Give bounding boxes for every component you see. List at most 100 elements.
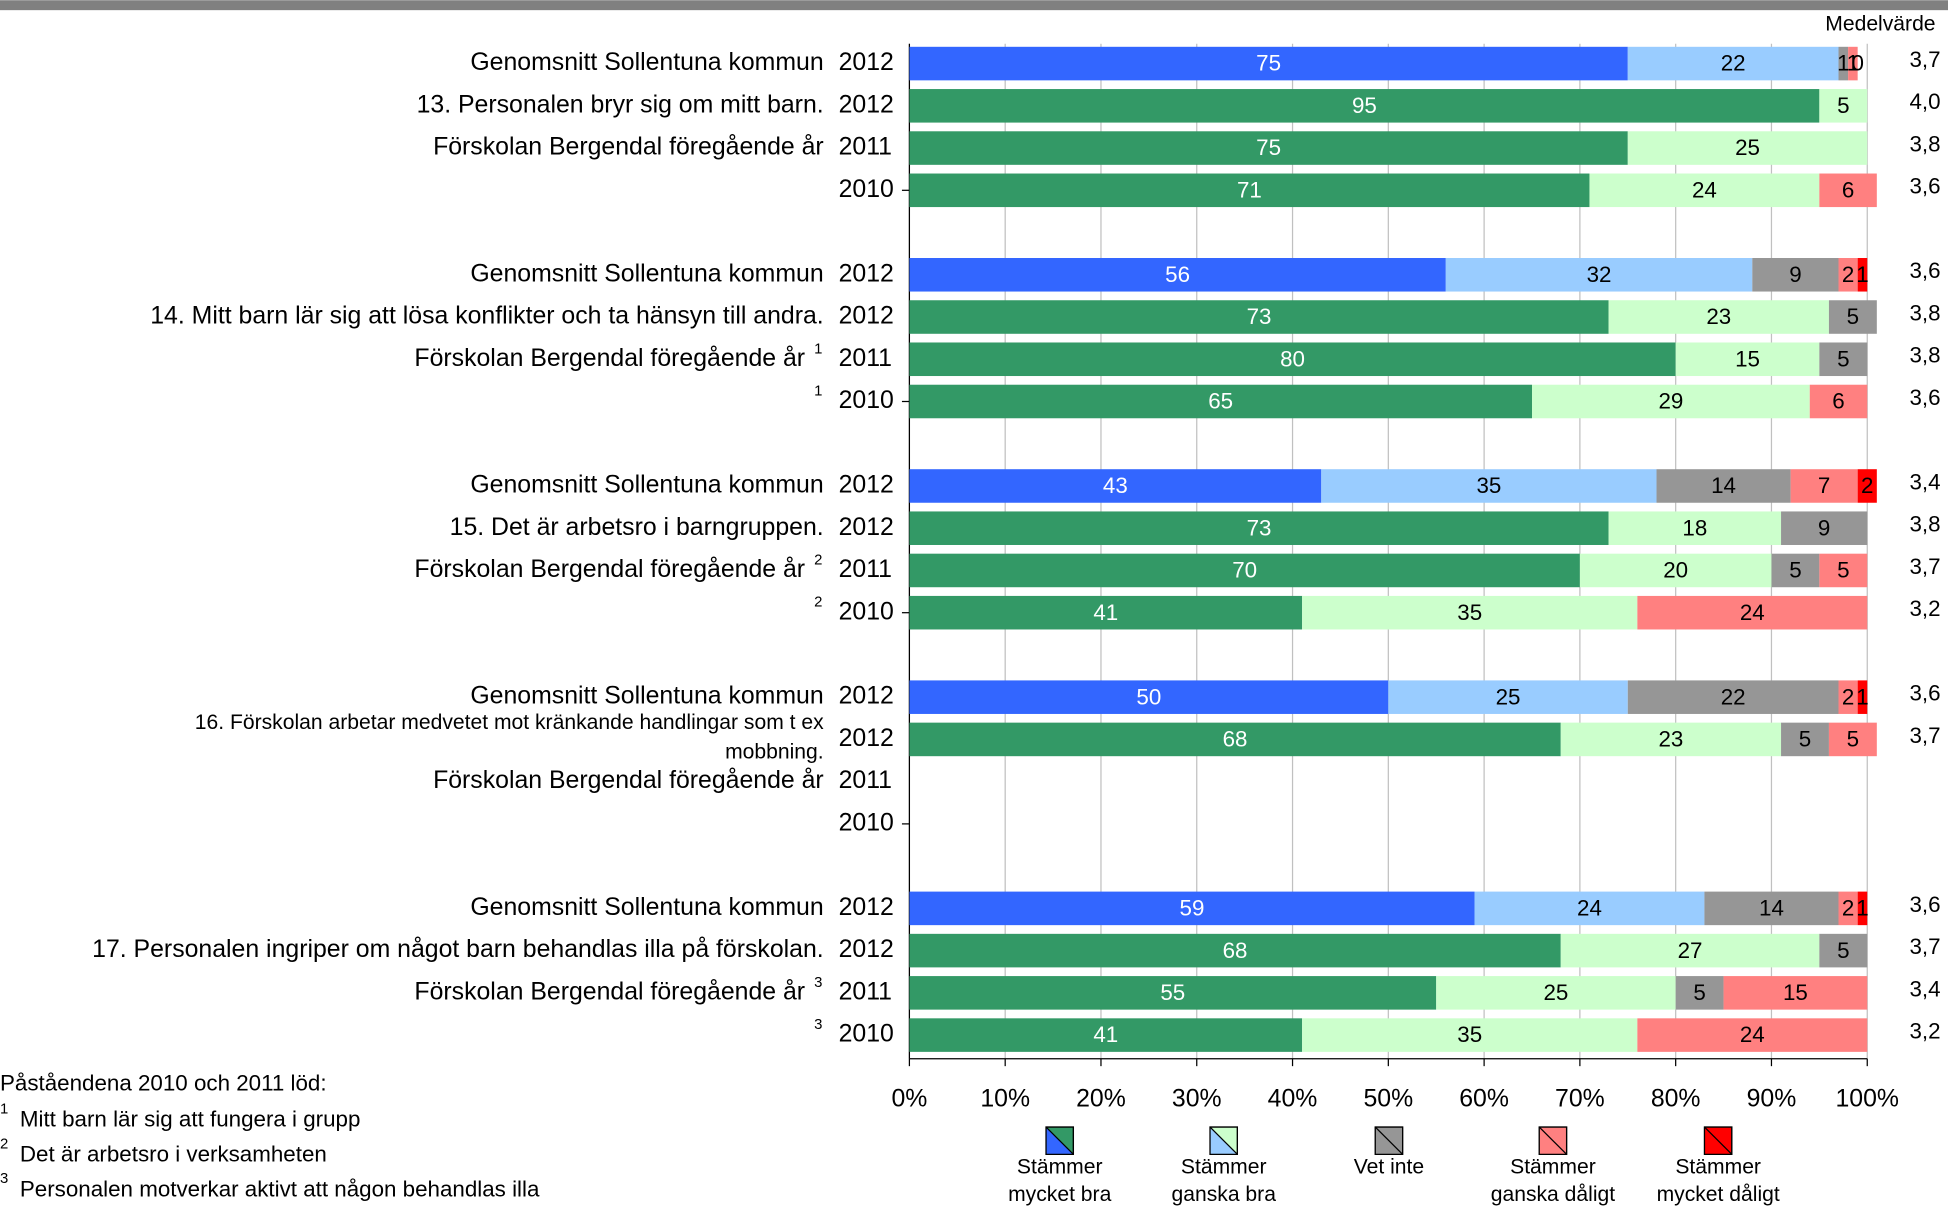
segment-label: 75 bbox=[1256, 135, 1281, 160]
row-label: 15. Det är arbetsro i barngruppen. bbox=[450, 514, 824, 541]
segment-label: 5 bbox=[1847, 727, 1859, 752]
mean-value: 3,7 bbox=[1909, 554, 1940, 579]
bar-segment bbox=[1608, 300, 1829, 334]
segment-label: 0 bbox=[1851, 51, 1863, 76]
segment-label: 43 bbox=[1103, 473, 1128, 498]
mean-value: 3,7 bbox=[1909, 47, 1940, 72]
segment-label: 5 bbox=[1837, 938, 1849, 963]
segment-label: 41 bbox=[1093, 600, 1118, 625]
year-label: 2010 bbox=[839, 598, 894, 625]
row-label: Genomsnitt Sollentuna kommun bbox=[470, 260, 823, 287]
segment-label: 50 bbox=[1136, 684, 1161, 709]
bar-segment bbox=[1828, 722, 1877, 757]
x-tick-label: 10% bbox=[980, 1085, 1030, 1112]
bar-segment bbox=[909, 1018, 1303, 1052]
legend-label: Stämmer bbox=[1181, 1156, 1267, 1179]
bar-segment bbox=[909, 342, 1676, 377]
segment-label: 25 bbox=[1735, 135, 1760, 160]
segment-label: 27 bbox=[1678, 938, 1703, 963]
footnote-text: Mitt barn lär sig att fungera i grupp bbox=[20, 1107, 361, 1132]
footnote-ref: 2 bbox=[814, 595, 822, 611]
segment-label: 23 bbox=[1706, 304, 1731, 329]
bar-segment bbox=[1857, 680, 1868, 714]
mean-value: 3,4 bbox=[1909, 469, 1940, 494]
legend-swatch bbox=[1374, 1126, 1404, 1155]
year-label: 2012 bbox=[839, 472, 894, 499]
bar-segment bbox=[1532, 384, 1810, 419]
bar-segment bbox=[1771, 553, 1820, 588]
bar-segment bbox=[909, 595, 1303, 630]
segment-label: 1 bbox=[1847, 51, 1859, 76]
legend-swatch bbox=[1209, 1126, 1238, 1155]
year-label: 2012 bbox=[839, 91, 894, 118]
legend-label: mycket dåligt bbox=[1657, 1183, 1780, 1206]
x-tick-label: 70% bbox=[1555, 1085, 1605, 1112]
x-tick-label: 100% bbox=[1835, 1085, 1899, 1112]
mean-value: 3,8 bbox=[1909, 512, 1940, 537]
segment-label: 14 bbox=[1759, 896, 1784, 921]
segment-label: 5 bbox=[1837, 558, 1849, 583]
bar-segment bbox=[1560, 722, 1782, 757]
segment-label: 2 bbox=[1842, 896, 1854, 921]
x-tick-label: 40% bbox=[1268, 1085, 1318, 1112]
legend-swatch bbox=[1538, 1126, 1568, 1155]
segment-label: 73 bbox=[1247, 304, 1272, 329]
legend-label: Stämmer bbox=[1510, 1156, 1596, 1179]
segment-label: 5 bbox=[1837, 346, 1849, 371]
segment-label: 20 bbox=[1663, 558, 1688, 583]
segment-label: 15 bbox=[1783, 980, 1808, 1005]
footnote-ref: 1 bbox=[814, 383, 822, 399]
segment-label: 95 bbox=[1352, 93, 1377, 118]
footnote-title: Påståendena 2010 och 2011 löd: bbox=[0, 1071, 327, 1096]
year-label: 2012 bbox=[839, 894, 894, 921]
bar-segment bbox=[1838, 680, 1858, 714]
legend-swatch bbox=[1045, 1126, 1074, 1155]
x-tick-label: 30% bbox=[1172, 1085, 1222, 1112]
year-label: 2011 bbox=[839, 556, 892, 583]
bar-segment bbox=[909, 722, 1561, 757]
mean-value: 4,0 bbox=[1909, 89, 1940, 114]
bar-segment bbox=[1627, 131, 1868, 165]
segment-label: 75 bbox=[1256, 51, 1281, 76]
bar-segment bbox=[1560, 933, 1820, 968]
bar-segment bbox=[1790, 469, 1858, 503]
bar-segment bbox=[1302, 1018, 1638, 1052]
segment-label: 5 bbox=[1837, 93, 1849, 118]
bar-segment bbox=[909, 469, 1322, 503]
segment-label: 7 bbox=[1818, 473, 1830, 498]
segment-label: 56 bbox=[1165, 262, 1190, 287]
mean-value: 3,4 bbox=[1909, 976, 1940, 1001]
bar-segment bbox=[909, 173, 1590, 208]
row-label: Genomsnitt Sollentuna kommun bbox=[470, 683, 823, 710]
bar-segment bbox=[1819, 173, 1877, 208]
footnote-mark: 2 bbox=[0, 1136, 8, 1152]
footnote-text: Det är arbetsro i verksamheten bbox=[20, 1142, 327, 1167]
segment-label: 1 bbox=[1856, 262, 1868, 287]
row-label: Förskolan Bergendal föregående år bbox=[433, 134, 824, 161]
legend-swatch bbox=[1538, 1126, 1568, 1155]
bar-segment bbox=[909, 258, 1446, 292]
bar-segment bbox=[1819, 553, 1868, 588]
x-tick-label: 50% bbox=[1363, 1085, 1413, 1112]
bar-segment bbox=[1608, 511, 1782, 545]
bar-segment bbox=[1752, 258, 1839, 292]
legend-swatch bbox=[1703, 1126, 1733, 1155]
segment-label: 70 bbox=[1232, 558, 1257, 583]
segment-label: 2 bbox=[1861, 473, 1873, 498]
bar-segment bbox=[1809, 384, 1868, 419]
segment-label: 35 bbox=[1457, 600, 1482, 625]
bar-segment bbox=[1838, 46, 1849, 81]
segment-label: 5 bbox=[1847, 304, 1859, 329]
segment-label: 68 bbox=[1223, 727, 1248, 752]
bar-segment bbox=[909, 89, 1820, 123]
year-label: 2012 bbox=[839, 49, 894, 76]
segment-label: 6 bbox=[1832, 389, 1844, 414]
bar-segment bbox=[909, 384, 1533, 419]
segment-label: 35 bbox=[1457, 1022, 1482, 1047]
mean-value: 3,6 bbox=[1909, 892, 1940, 917]
bar-segment bbox=[909, 131, 1628, 165]
legend-label: Stämmer bbox=[1675, 1156, 1761, 1179]
bar-segment bbox=[909, 511, 1609, 545]
bar-segment bbox=[1857, 891, 1868, 926]
